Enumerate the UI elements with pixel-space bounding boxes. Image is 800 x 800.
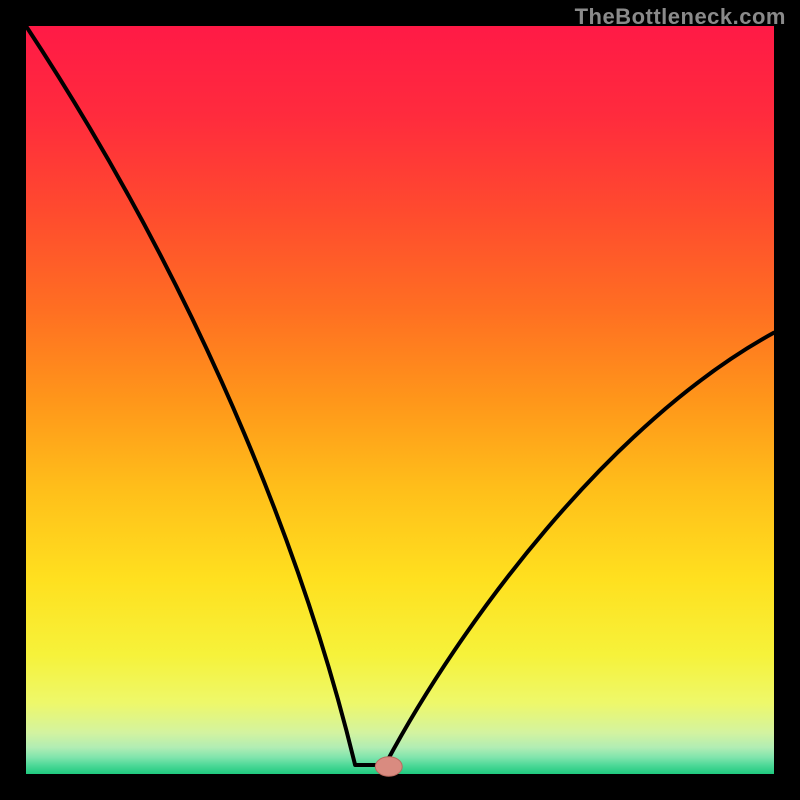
optimal-point-marker [375, 757, 402, 776]
chart-container: { "watermark": { "text": "TheBottleneck.… [0, 0, 800, 800]
gradient-plot-area [26, 26, 774, 774]
bottleneck-chart [0, 0, 800, 800]
watermark-text: TheBottleneck.com [575, 4, 786, 30]
